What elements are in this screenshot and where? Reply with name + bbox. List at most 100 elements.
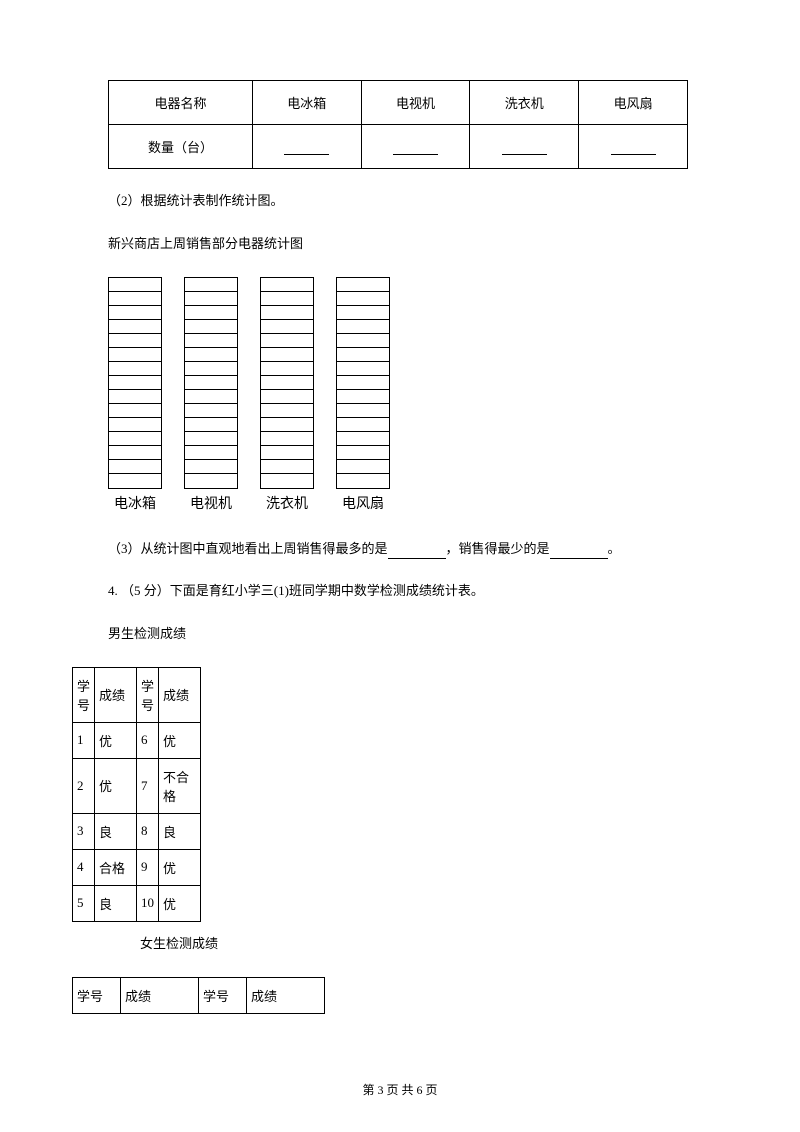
chart-title: 新兴商店上周销售部分电器统计图 bbox=[108, 234, 728, 255]
bar-cell bbox=[261, 292, 313, 306]
bar-cell bbox=[337, 460, 389, 474]
bar-cell bbox=[261, 320, 313, 334]
data-cell: 4 bbox=[73, 849, 95, 885]
table-row: 电器名称 电冰箱 电视机 洗衣机 电风扇 bbox=[109, 81, 688, 125]
bar-cell bbox=[185, 376, 237, 390]
header-cell: 电视机 bbox=[361, 81, 470, 125]
q3-mid: ，销售得最少的是 bbox=[446, 541, 550, 556]
male-score-table: 学号 成绩 学号 成绩 1优6优2优7不合格3良8良4合格9优5良10优 bbox=[72, 667, 201, 922]
table-row: 3良8良 bbox=[73, 813, 201, 849]
bar-cell bbox=[185, 306, 237, 320]
question-2-text: （2）根据统计表制作统计图。 bbox=[108, 191, 728, 212]
bar-cell bbox=[109, 446, 161, 460]
q3-prefix: （3）从统计图中直观地看出上周销售得最多的是 bbox=[108, 541, 388, 556]
bar-label: 电风扇 bbox=[342, 493, 384, 513]
bar-cell bbox=[185, 418, 237, 432]
data-cell: 合格 bbox=[95, 849, 137, 885]
header-cell: 电风扇 bbox=[579, 81, 688, 125]
bar-cell bbox=[185, 432, 237, 446]
page-footer: 第 3 页 共 6 页 bbox=[0, 1081, 800, 1098]
header-cell: 成绩 bbox=[247, 977, 325, 1013]
bar-cell bbox=[337, 446, 389, 460]
bar-cell bbox=[337, 320, 389, 334]
bar-cell bbox=[185, 348, 237, 362]
bar-cell bbox=[109, 334, 161, 348]
bar-cell bbox=[261, 446, 313, 460]
data-cell: 优 bbox=[159, 885, 201, 921]
bar-cell bbox=[337, 306, 389, 320]
bar-label: 洗衣机 bbox=[266, 493, 308, 513]
data-cell: 优 bbox=[95, 758, 137, 813]
bar-cell bbox=[185, 362, 237, 376]
header-cell: 学号 bbox=[73, 667, 95, 722]
data-cell: 不合格 bbox=[159, 758, 201, 813]
blank-cell bbox=[470, 125, 579, 169]
bar-column: 电风扇 bbox=[336, 277, 390, 513]
bar-cell bbox=[185, 390, 237, 404]
bar-cell bbox=[337, 418, 389, 432]
data-cell: 良 bbox=[95, 885, 137, 921]
table-row: 学号 成绩 学号 成绩 bbox=[73, 977, 325, 1013]
bar-cell bbox=[261, 418, 313, 432]
bar-stack bbox=[260, 277, 314, 489]
bar-cell bbox=[261, 278, 313, 292]
data-cell: 优 bbox=[95, 722, 137, 758]
header-cell: 学号 bbox=[199, 977, 247, 1013]
bar-cell bbox=[261, 376, 313, 390]
bar-cell bbox=[185, 474, 237, 488]
bar-cell bbox=[261, 460, 313, 474]
appliance-table: 电器名称 电冰箱 电视机 洗衣机 电风扇 数量（台） bbox=[108, 80, 688, 169]
header-cell: 电冰箱 bbox=[252, 81, 361, 125]
table-row: 数量（台） bbox=[109, 125, 688, 169]
header-cell: 学号 bbox=[73, 977, 121, 1013]
bar-cell bbox=[185, 320, 237, 334]
data-cell: 7 bbox=[137, 758, 159, 813]
bar-cell bbox=[109, 390, 161, 404]
bar-cell bbox=[261, 390, 313, 404]
blank-cell bbox=[252, 125, 361, 169]
bar-chart: 电冰箱电视机 洗衣机 电风扇 bbox=[108, 277, 728, 513]
bar-cell bbox=[109, 404, 161, 418]
bar-label: 电视机 bbox=[190, 493, 232, 513]
bar-column: 电冰箱 bbox=[108, 277, 162, 513]
bar-cell bbox=[185, 278, 237, 292]
bar-cell bbox=[185, 404, 237, 418]
table-row: 1优6优 bbox=[73, 722, 201, 758]
header-cell: 学号 bbox=[137, 667, 159, 722]
bar-cell bbox=[109, 474, 161, 488]
bar-cell bbox=[337, 474, 389, 488]
bar-cell bbox=[109, 460, 161, 474]
data-cell: 6 bbox=[137, 722, 159, 758]
bar-cell bbox=[261, 334, 313, 348]
bar-cell bbox=[185, 446, 237, 460]
bar-cell bbox=[261, 474, 313, 488]
bar-cell bbox=[337, 362, 389, 376]
data-cell: 9 bbox=[137, 849, 159, 885]
bar-cell bbox=[185, 292, 237, 306]
blank-cell bbox=[579, 125, 688, 169]
bar-stack bbox=[108, 277, 162, 489]
q3-suffix: 。 bbox=[608, 541, 621, 556]
fill-blank bbox=[388, 545, 446, 559]
male-title: 男生检测成绩 bbox=[108, 624, 728, 645]
female-title: 女生检测成绩 bbox=[140, 934, 728, 955]
bar-cell bbox=[109, 348, 161, 362]
bar-cell bbox=[337, 348, 389, 362]
bar-cell bbox=[109, 320, 161, 334]
data-cell: 10 bbox=[137, 885, 159, 921]
bar-cell bbox=[185, 460, 237, 474]
data-cell: 2 bbox=[73, 758, 95, 813]
bar-cell bbox=[109, 292, 161, 306]
table-row: 5良10优 bbox=[73, 885, 201, 921]
header-cell: 成绩 bbox=[95, 667, 137, 722]
female-score-table: 学号 成绩 学号 成绩 bbox=[72, 977, 325, 1014]
bar-column: 洗衣机 bbox=[260, 277, 314, 513]
bar-cell bbox=[337, 376, 389, 390]
bar-cell bbox=[261, 306, 313, 320]
bar-cell bbox=[185, 334, 237, 348]
bar-cell bbox=[337, 404, 389, 418]
header-cell: 成绩 bbox=[121, 977, 199, 1013]
bar-cell bbox=[261, 362, 313, 376]
bar-cell bbox=[261, 348, 313, 362]
table-row: 4合格9优 bbox=[73, 849, 201, 885]
